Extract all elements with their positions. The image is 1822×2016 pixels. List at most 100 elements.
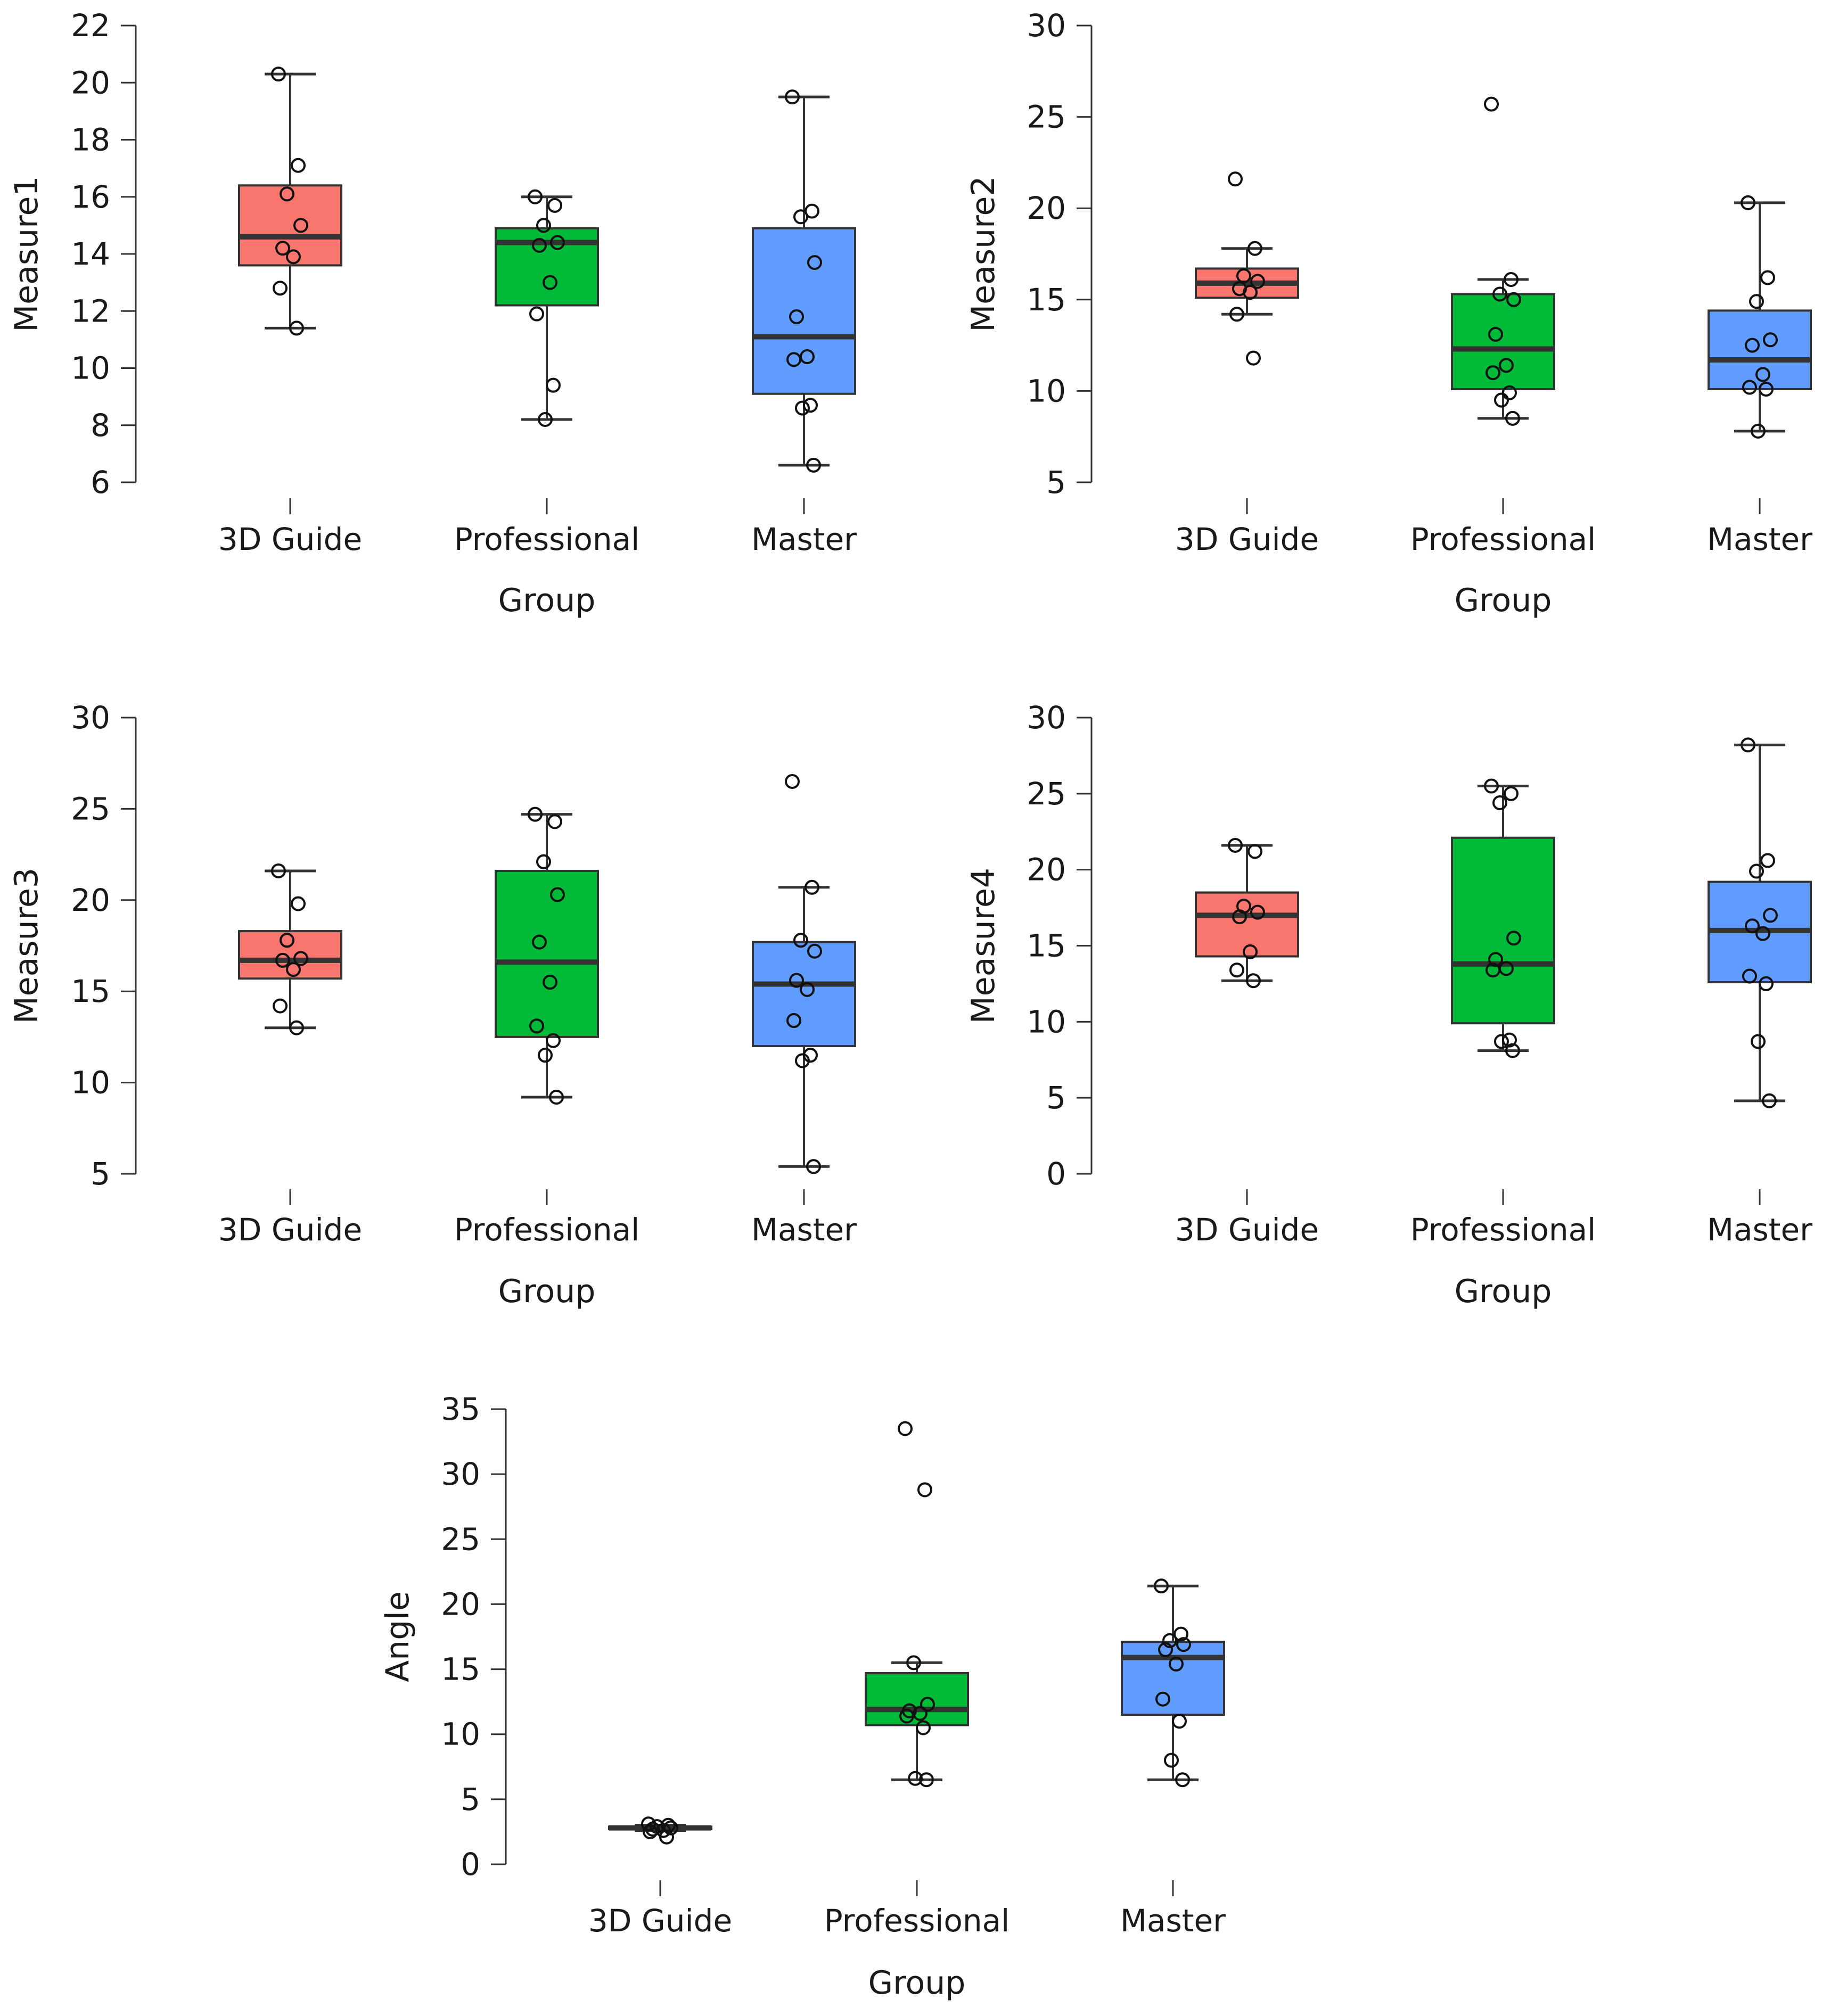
y-tick-label: 10 bbox=[1027, 1003, 1066, 1040]
x-tick-label: Professional bbox=[824, 1903, 1010, 1939]
data-point bbox=[1504, 272, 1519, 287]
data-point bbox=[1742, 968, 1757, 984]
y-tick-label: 6 bbox=[91, 464, 110, 500]
box-master bbox=[1708, 195, 1812, 439]
x-tick-label: Master bbox=[751, 521, 857, 557]
data-point bbox=[273, 998, 288, 1014]
data-point bbox=[275, 952, 290, 968]
data-point bbox=[289, 1020, 304, 1035]
data-point bbox=[1228, 171, 1243, 187]
chart-panel-2: 5 10 15 20 25 30 Measure2 3D Guide Professional M… bbox=[965, 7, 1812, 619]
data-point bbox=[916, 1720, 931, 1735]
y-tick-label: 0 bbox=[461, 1846, 480, 1882]
data-point bbox=[529, 1018, 544, 1034]
data-point bbox=[1505, 410, 1520, 426]
data-point bbox=[1176, 1637, 1191, 1652]
data-point bbox=[789, 309, 804, 324]
data-point bbox=[1755, 367, 1770, 382]
data-point bbox=[1504, 786, 1519, 801]
y-tick-label: 25 bbox=[1027, 99, 1066, 135]
data-point bbox=[275, 241, 290, 256]
data-point bbox=[1755, 926, 1770, 941]
data-point bbox=[538, 1048, 553, 1063]
data-point bbox=[271, 67, 286, 82]
y-tick-label: 25 bbox=[441, 1521, 480, 1557]
y-tick-label: 25 bbox=[71, 791, 110, 827]
data-point bbox=[1749, 294, 1764, 309]
data-point bbox=[1762, 1093, 1777, 1108]
data-point bbox=[547, 814, 562, 829]
data-point bbox=[1741, 195, 1755, 210]
data-point bbox=[785, 89, 800, 105]
x-tick-label: Master bbox=[1120, 1903, 1226, 1939]
data-point bbox=[806, 457, 821, 473]
y-tick-label: 22 bbox=[71, 7, 110, 44]
data-point bbox=[1172, 1714, 1187, 1729]
data-point bbox=[529, 306, 544, 322]
data-point bbox=[1760, 270, 1775, 285]
data-point bbox=[786, 352, 801, 367]
data-point bbox=[546, 1033, 561, 1048]
chart-panel-5: 0 5 10 15 20 25 30 35 Angle 3D Guide Professional M… bbox=[379, 1391, 1226, 2002]
data-point bbox=[1506, 931, 1521, 946]
x-tick-label: 3D Guide bbox=[1175, 521, 1319, 557]
data-point bbox=[286, 962, 301, 977]
box-3d-guide bbox=[608, 1816, 712, 1845]
data-point bbox=[280, 186, 294, 202]
y-tick-label: 15 bbox=[1027, 282, 1066, 318]
data-point bbox=[800, 982, 815, 997]
y-tick-label: 16 bbox=[71, 179, 110, 215]
data-point bbox=[1502, 1032, 1517, 1048]
data-point bbox=[550, 887, 565, 902]
data-point bbox=[1243, 285, 1258, 300]
data-point bbox=[547, 198, 562, 213]
data-point bbox=[1164, 1752, 1179, 1768]
data-point bbox=[793, 209, 808, 225]
data-point bbox=[919, 1772, 934, 1788]
x-tick-label: 3D Guide bbox=[218, 1212, 362, 1248]
data-point bbox=[549, 1090, 564, 1105]
box-professional bbox=[495, 189, 599, 427]
data-point bbox=[1162, 1633, 1177, 1648]
box-master bbox=[752, 774, 856, 1174]
data-point bbox=[1742, 380, 1757, 395]
data-point bbox=[528, 189, 543, 204]
data-point bbox=[663, 1820, 678, 1836]
box-master bbox=[752, 89, 856, 473]
x-tick-label: 3D Guide bbox=[1175, 1212, 1319, 1248]
data-point bbox=[1505, 1043, 1520, 1058]
y-tick-label: 5 bbox=[1046, 1080, 1066, 1116]
x-axis-title: Group bbox=[498, 582, 596, 619]
box-body bbox=[1451, 293, 1555, 390]
data-point bbox=[1158, 1642, 1173, 1657]
data-point bbox=[1236, 268, 1251, 284]
box-3d-guide bbox=[1195, 837, 1299, 989]
y-tick-label: 10 bbox=[71, 1065, 110, 1101]
y-tick-label: 30 bbox=[441, 1456, 480, 1492]
data-point bbox=[1485, 962, 1500, 978]
data-point bbox=[1250, 904, 1265, 920]
y-tick-label: 20 bbox=[71, 882, 110, 918]
data-point bbox=[546, 377, 561, 393]
x-tick-label: Professional bbox=[454, 1212, 640, 1248]
data-point bbox=[899, 1708, 914, 1724]
box-3d-guide bbox=[238, 863, 342, 1035]
y-tick-label: 10 bbox=[441, 1716, 480, 1752]
data-point bbox=[536, 218, 551, 233]
data-point bbox=[280, 933, 294, 948]
data-point bbox=[1248, 844, 1262, 859]
data-point bbox=[1492, 795, 1507, 810]
data-point bbox=[1169, 1656, 1184, 1672]
data-point bbox=[291, 158, 306, 173]
data-point bbox=[1494, 392, 1509, 408]
data-point bbox=[1246, 350, 1261, 366]
data-point bbox=[532, 934, 547, 950]
y-tick-label: 20 bbox=[1027, 190, 1066, 226]
data-point bbox=[289, 320, 304, 336]
data-point bbox=[1173, 1626, 1188, 1642]
data-point bbox=[538, 412, 553, 427]
data-point bbox=[1492, 286, 1507, 302]
box-professional bbox=[495, 807, 599, 1105]
data-point bbox=[1248, 241, 1262, 256]
x-tick-label: Professional bbox=[1410, 521, 1596, 557]
